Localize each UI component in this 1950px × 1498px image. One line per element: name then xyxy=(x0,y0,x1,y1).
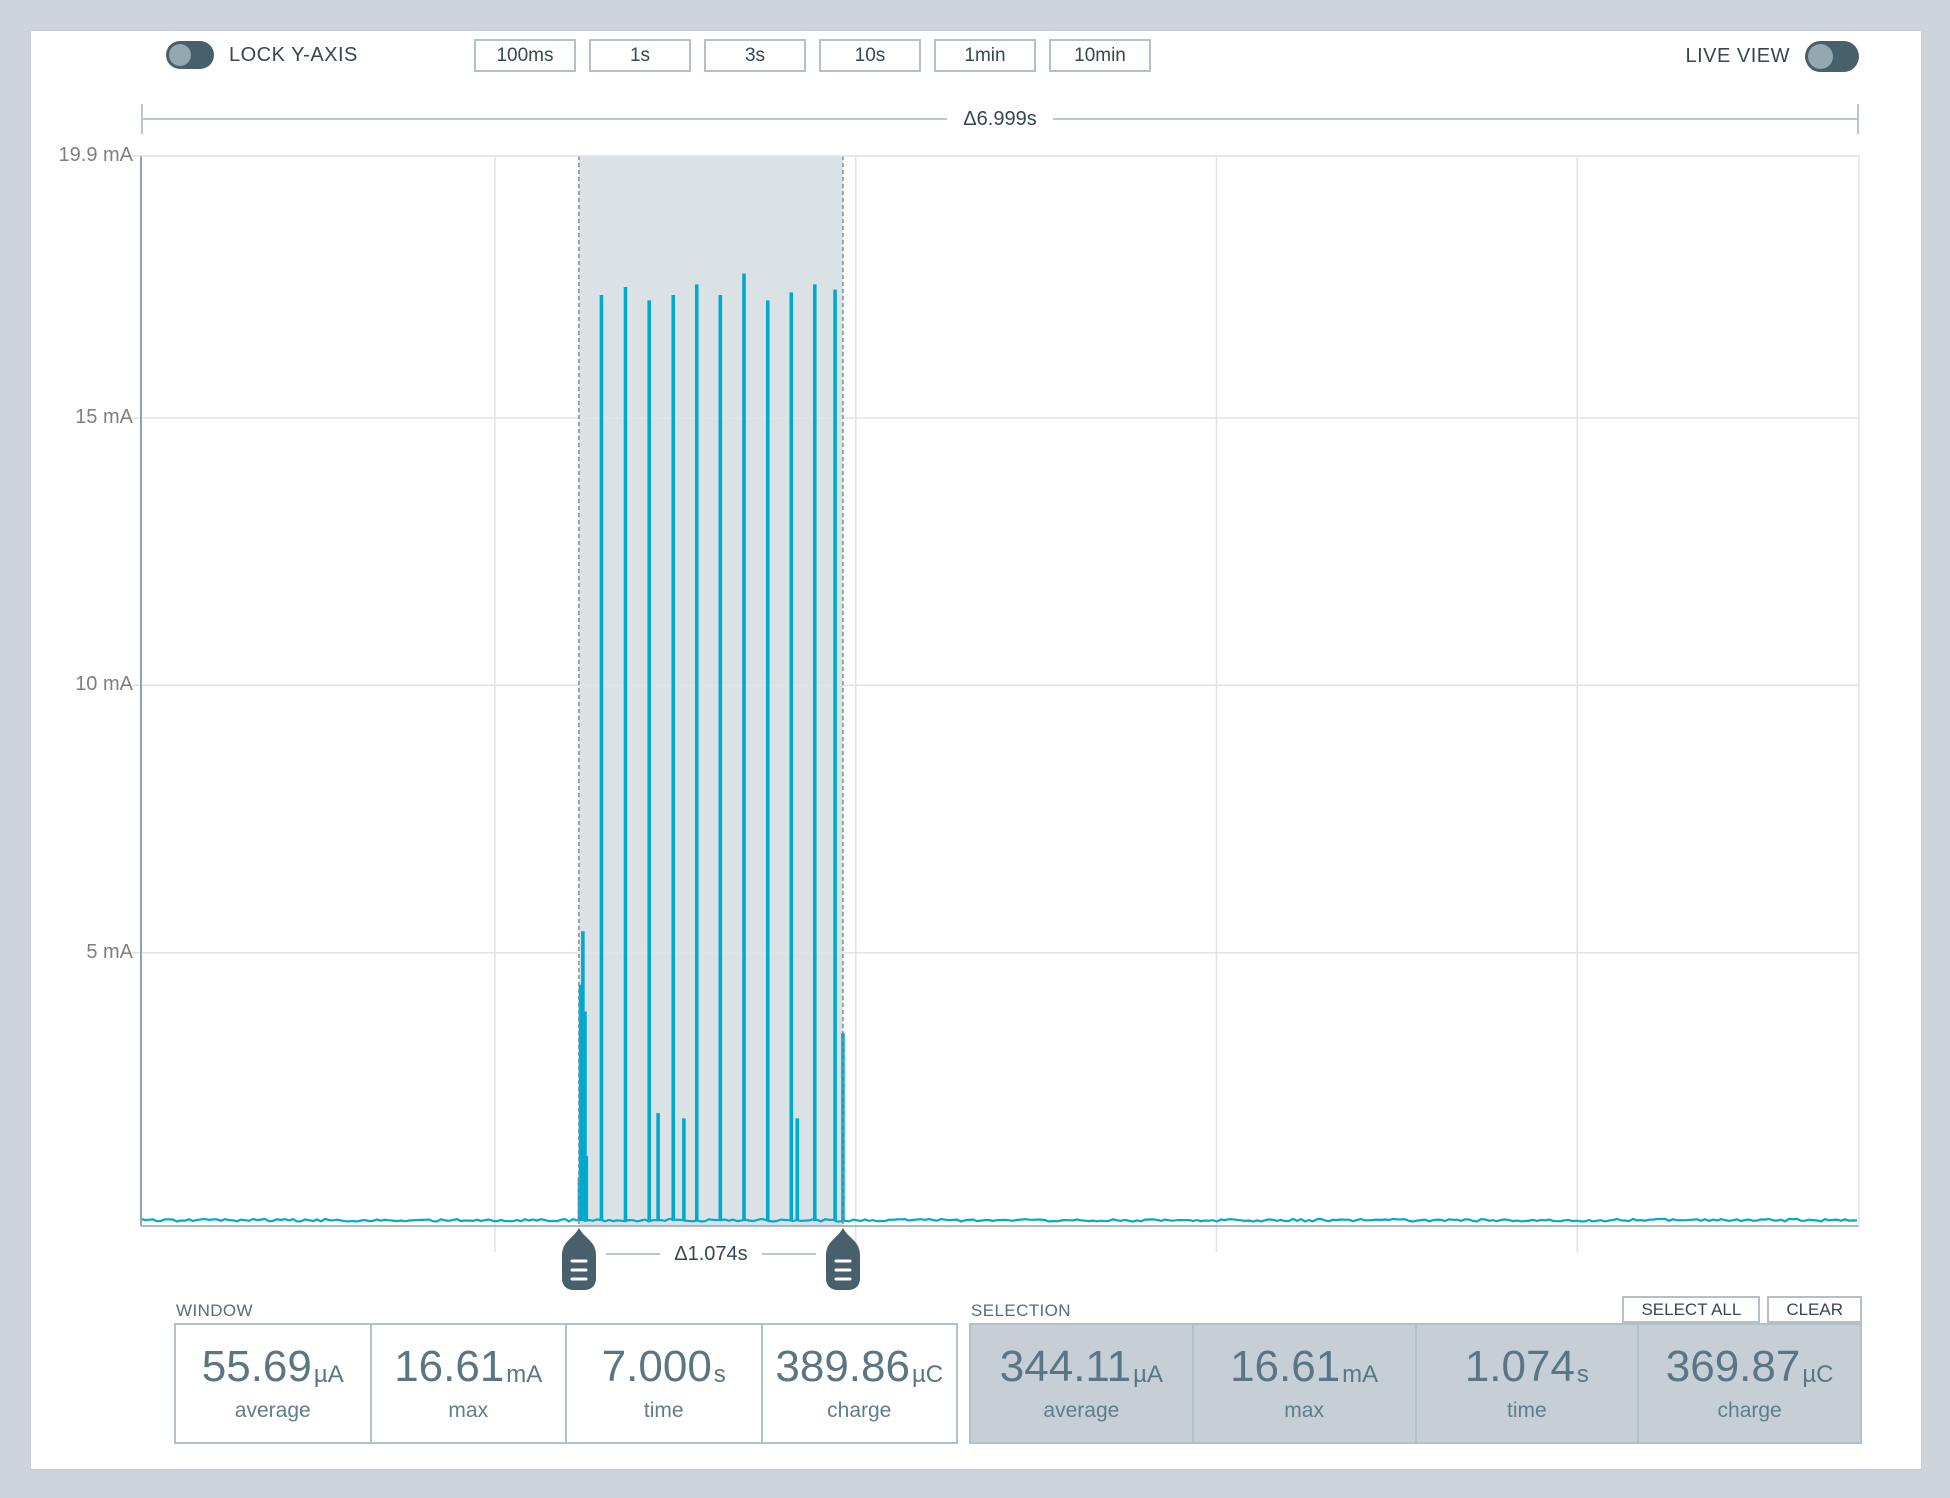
y-axis-tick-label: 19.9 mA xyxy=(58,144,133,166)
stat-value: 7.000s xyxy=(601,1341,726,1391)
window-duration-ruler: Δ6.999s xyxy=(141,104,1860,134)
stat-label: charge xyxy=(827,1398,892,1422)
lock-y-axis-label: LOCK Y-AXIS xyxy=(229,43,358,66)
selection-handle-left[interactable] xyxy=(561,1227,596,1291)
window-stat-charge: 389.86µC charge xyxy=(760,1323,958,1444)
stat-value: 344.11µA xyxy=(999,1341,1163,1391)
live-view-control: LIVE VIEW xyxy=(1685,41,1859,72)
clear-button[interactable]: CLEAR xyxy=(1767,1296,1862,1323)
baseline-trace xyxy=(139,1217,1858,1223)
range-button-10s[interactable]: 10s xyxy=(819,39,921,72)
selection-stat-average: 344.11µA average xyxy=(969,1323,1194,1444)
ruler-line xyxy=(761,1253,816,1255)
stat-value: 369.87µC xyxy=(1665,1341,1834,1391)
toggle-knob-icon xyxy=(1808,44,1833,69)
stat-value: 389.86µC xyxy=(775,1341,944,1391)
range-button-3s[interactable]: 3s xyxy=(704,39,806,72)
window-stats-group: 55.69µA average 16.61mA max 7.000s time 389.86… xyxy=(174,1323,958,1444)
window-stat-average: 55.69µA average xyxy=(174,1323,372,1444)
y-axis-tick-label: 5 mA xyxy=(86,940,133,963)
main-panel: LOCK Y-AXIS 100ms 1s 3s 10s 1min 10min LIVE V… xyxy=(30,30,1922,1470)
window-stat-time: 7.000s time xyxy=(565,1323,763,1444)
selection-stats-group: 344.11µA average 16.61mA max 1.074s time 369.8… xyxy=(969,1323,1862,1444)
range-button-1s[interactable]: 1s xyxy=(589,39,691,72)
selection-region[interactable] xyxy=(578,156,843,1226)
window-duration-label: Δ6.999s xyxy=(963,107,1037,130)
lock-y-axis-control: LOCK Y-AXIS xyxy=(166,41,358,69)
drag-handle-icon xyxy=(561,1228,596,1290)
select-all-button[interactable]: SELECT ALL xyxy=(1622,1296,1761,1323)
chart-canvas[interactable] xyxy=(132,155,1860,1256)
range-button-10min[interactable]: 10min xyxy=(1049,39,1151,72)
selection-handle-right[interactable] xyxy=(825,1227,860,1291)
selection-stat-time: 1.074s time xyxy=(1414,1323,1640,1444)
range-button-1min[interactable]: 1min xyxy=(934,39,1036,72)
stat-label: time xyxy=(643,1398,684,1422)
ruler-line xyxy=(605,1253,661,1255)
stat-label: charge xyxy=(1717,1398,1782,1422)
stat-value: 16.61mA xyxy=(394,1341,543,1391)
ruler-line xyxy=(141,118,948,120)
live-view-label: LIVE VIEW xyxy=(1685,45,1790,67)
selection-duration-ruler: Δ1.074s xyxy=(579,1237,843,1271)
stat-label: time xyxy=(1507,1398,1547,1422)
stat-value: 16.61mA xyxy=(1230,1341,1379,1391)
stat-value: 55.69µA xyxy=(201,1341,344,1391)
selection-stat-charge: 369.87µC charge xyxy=(1637,1323,1862,1444)
stat-label: average xyxy=(1043,1398,1120,1422)
selection-stat-max: 16.61mA max xyxy=(1191,1323,1417,1444)
stat-value: 1.074s xyxy=(1464,1341,1589,1391)
stat-label: average xyxy=(234,1398,311,1422)
stat-label: max xyxy=(1284,1398,1324,1422)
selection-actions: SELECT ALL CLEAR xyxy=(1622,1296,1862,1323)
live-view-toggle[interactable] xyxy=(1805,41,1859,72)
window-section-title: WINDOW xyxy=(176,1301,253,1320)
window-stat-max: 16.61mA max xyxy=(369,1323,567,1444)
time-range-button-group: 100ms 1s 3s 10s 1min 10min xyxy=(474,39,1151,72)
selection-duration-label: Δ1.074s xyxy=(674,1242,748,1265)
ruler-line xyxy=(1052,118,1860,120)
y-axis-tick-label: 10 mA xyxy=(75,673,133,696)
toggle-knob-icon xyxy=(169,44,191,66)
lock-y-axis-toggle[interactable] xyxy=(166,41,214,69)
current-spikes xyxy=(577,273,845,1221)
y-axis-tick-label: 15 mA xyxy=(75,405,133,428)
stat-label: max xyxy=(448,1398,489,1422)
drag-handle-icon xyxy=(825,1228,860,1290)
selection-section-title: SELECTION xyxy=(971,1301,1071,1320)
range-button-100ms[interactable]: 100ms xyxy=(474,39,576,72)
current-trace-chart[interactable] xyxy=(132,155,1860,1252)
